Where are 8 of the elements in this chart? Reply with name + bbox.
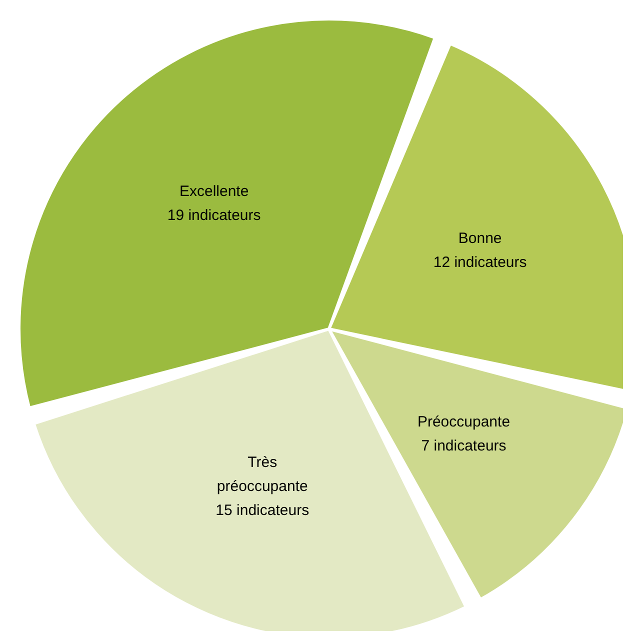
data-label: 12 indicateurs [433,254,527,270]
data-label: 15 indicateurs [216,501,310,518]
slice-label: Préoccupante [417,412,510,430]
slice-label: Très préoccupante [216,453,308,494]
data-label: 19 indicateurs [167,206,261,224]
slice-label: Bonne [458,230,502,246]
data-label: 7 indicateurs [421,436,506,454]
slice-label: Excellente [179,182,249,200]
